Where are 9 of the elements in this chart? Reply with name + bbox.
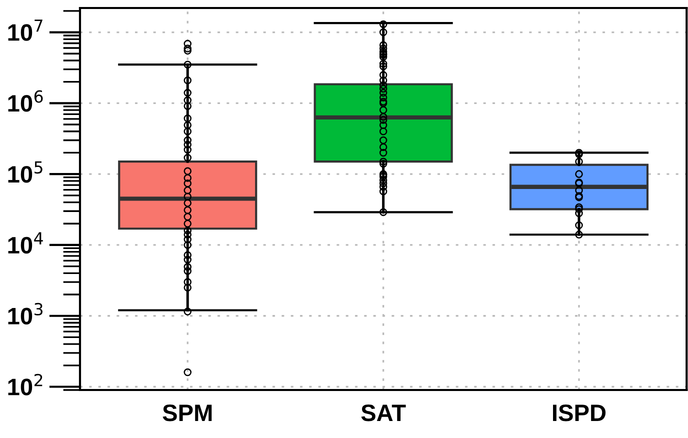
y-tick-label: 10$^{7}$ xyxy=(8,20,42,41)
y-tick-label: 10$^{5}$ xyxy=(8,161,42,183)
y-tick-label: 10$^{3}$ xyxy=(8,302,42,324)
x-tick-label: SAT xyxy=(361,404,406,422)
y-tick-label: 10$^{6}$ xyxy=(8,90,43,112)
y-tick-label: 10$^{2}$ xyxy=(8,374,42,396)
x-tick-label: ISPD xyxy=(553,404,606,422)
y-tick-label: 10$^{4}$ xyxy=(8,232,43,254)
x-tick-label: SPM xyxy=(162,404,212,422)
